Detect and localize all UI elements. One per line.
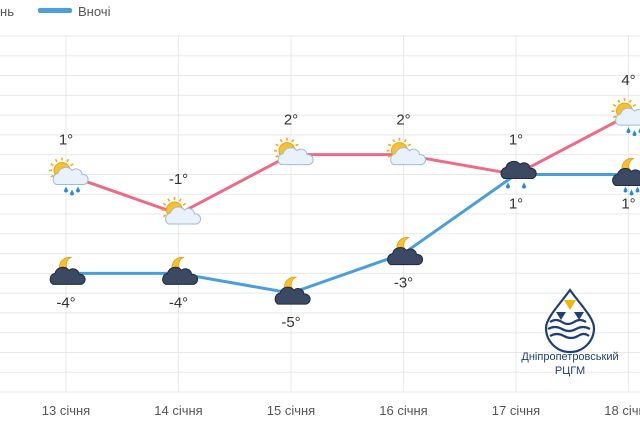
day-value-label: 1° bbox=[59, 131, 73, 148]
partly-cloudy-rain-icon bbox=[49, 157, 89, 196]
partly-cloudy-icon bbox=[274, 137, 314, 166]
legend: Вдень Вночі bbox=[0, 4, 111, 19]
night-value-label: 1° bbox=[621, 195, 635, 212]
drop-logo-icon bbox=[544, 288, 596, 354]
legend-item-night[interactable]: Вночі bbox=[38, 4, 111, 19]
legend-item-day[interactable]: Вдень bbox=[0, 4, 14, 19]
partly-cloudy-icon bbox=[161, 197, 202, 225]
partly-cloudy-icon bbox=[386, 137, 427, 166]
x-tick-label: 14 січня bbox=[154, 403, 202, 418]
day-value-label: 1° bbox=[509, 131, 523, 148]
night-value-label: -4° bbox=[56, 294, 75, 311]
moon-cloud-icon bbox=[162, 256, 199, 285]
brand-name: Дніпропетровський bbox=[521, 351, 618, 363]
x-tick-label: 15 січня bbox=[267, 403, 315, 418]
moon-cloud-icon bbox=[49, 256, 86, 285]
x-tick-label: 13 січня bbox=[42, 403, 90, 418]
night-value-label: -3° bbox=[394, 275, 413, 292]
brand-logo: Дніпропетровський РЦГМ bbox=[521, 288, 619, 377]
night-value-label: 1° bbox=[509, 195, 523, 212]
value-labels: 1° -1° 2° 2° 1° 4° -4° -4° -5° -3° 1° 1° bbox=[56, 72, 635, 331]
day-value-label: 4° bbox=[621, 72, 635, 89]
x-tick-label: 17 січня bbox=[492, 403, 540, 418]
legend-swatch-night bbox=[38, 8, 72, 13]
svg-text:✱: ✱ bbox=[512, 181, 520, 192]
day-value-label: -1° bbox=[169, 171, 188, 188]
moon-cloud-icon bbox=[387, 237, 424, 266]
weather-icons: ✱✱ bbox=[49, 98, 640, 305]
grid-lines bbox=[0, 35, 640, 393]
night-value-label: -5° bbox=[281, 314, 300, 331]
svg-text:✱: ✱ bbox=[512, 181, 520, 192]
legend-label-day: Вдень bbox=[0, 4, 14, 19]
day-value-label: 2° bbox=[396, 112, 410, 129]
cloud-rain-snow-icon: ✱ bbox=[500, 160, 537, 192]
x-axis-ticks: 13 січня 14 січня 15 січня 16 січня 17 січня… bbox=[42, 403, 640, 418]
partly-cloudy-rain-icon bbox=[611, 98, 640, 137]
day-value-label: 2° bbox=[284, 112, 298, 129]
x-tick-label: 18 січня bbox=[604, 403, 640, 418]
night-value-label: -4° bbox=[169, 294, 188, 311]
moon-cloud-icon bbox=[274, 276, 311, 305]
series-line-day bbox=[65, 113, 630, 216]
legend-label-night: Вночі bbox=[78, 4, 111, 19]
x-tick-label: 16 січня bbox=[379, 403, 427, 418]
series-lines bbox=[65, 113, 630, 295]
moon-cloud-rain-icon bbox=[612, 157, 640, 196]
brand-subname: РЦГМ bbox=[555, 365, 585, 377]
